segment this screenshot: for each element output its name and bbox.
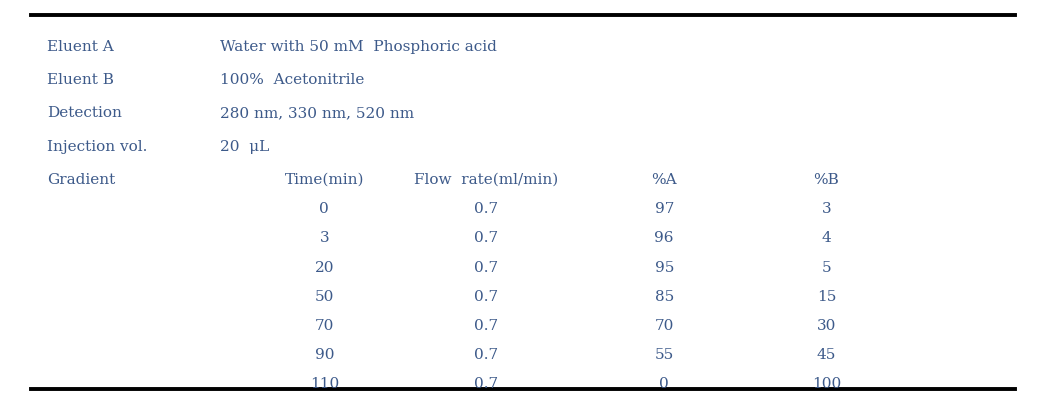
Text: 0: 0 xyxy=(659,377,669,390)
Text: Detection: Detection xyxy=(47,106,122,120)
Text: Eluent A: Eluent A xyxy=(47,40,114,53)
Text: 0: 0 xyxy=(319,202,329,215)
Text: 95: 95 xyxy=(655,260,674,274)
Text: 70: 70 xyxy=(315,318,334,332)
Text: 0.7: 0.7 xyxy=(474,202,499,215)
Text: 110: 110 xyxy=(310,377,339,390)
Text: 3: 3 xyxy=(821,202,832,215)
Text: 85: 85 xyxy=(655,289,674,303)
Text: Water with 50 mM  Phosphoric acid: Water with 50 mM Phosphoric acid xyxy=(220,40,497,53)
Text: Flow  rate(ml/min): Flow rate(ml/min) xyxy=(414,173,559,186)
Text: Gradient: Gradient xyxy=(47,173,115,186)
Text: 90: 90 xyxy=(315,347,334,361)
Text: 3: 3 xyxy=(319,231,329,245)
Text: 30: 30 xyxy=(817,318,836,332)
Text: 100: 100 xyxy=(812,377,841,390)
Text: 0.7: 0.7 xyxy=(474,289,499,303)
Text: 50: 50 xyxy=(315,289,334,303)
Text: 0.7: 0.7 xyxy=(474,260,499,274)
Text: Injection vol.: Injection vol. xyxy=(47,139,147,153)
Text: 0.7: 0.7 xyxy=(474,377,499,390)
Text: Time(min): Time(min) xyxy=(285,173,364,186)
Text: 45: 45 xyxy=(817,347,836,361)
Text: 20  μL: 20 μL xyxy=(220,139,269,153)
Text: 15: 15 xyxy=(817,289,836,303)
Text: %B: %B xyxy=(814,173,839,186)
Text: 0.7: 0.7 xyxy=(474,318,499,332)
Text: 55: 55 xyxy=(655,347,674,361)
Text: 5: 5 xyxy=(821,260,832,274)
Text: Eluent B: Eluent B xyxy=(47,73,114,87)
Text: 100%  Acetonitrile: 100% Acetonitrile xyxy=(220,73,364,87)
Text: 4: 4 xyxy=(821,231,832,245)
Text: 0.7: 0.7 xyxy=(474,347,499,361)
Text: 96: 96 xyxy=(655,231,674,245)
Text: 280 nm, 330 nm, 520 nm: 280 nm, 330 nm, 520 nm xyxy=(220,106,414,120)
Text: 0.7: 0.7 xyxy=(474,231,499,245)
Text: %A: %A xyxy=(652,173,677,186)
Text: 20: 20 xyxy=(315,260,334,274)
Text: 70: 70 xyxy=(655,318,674,332)
Text: 97: 97 xyxy=(655,202,674,215)
